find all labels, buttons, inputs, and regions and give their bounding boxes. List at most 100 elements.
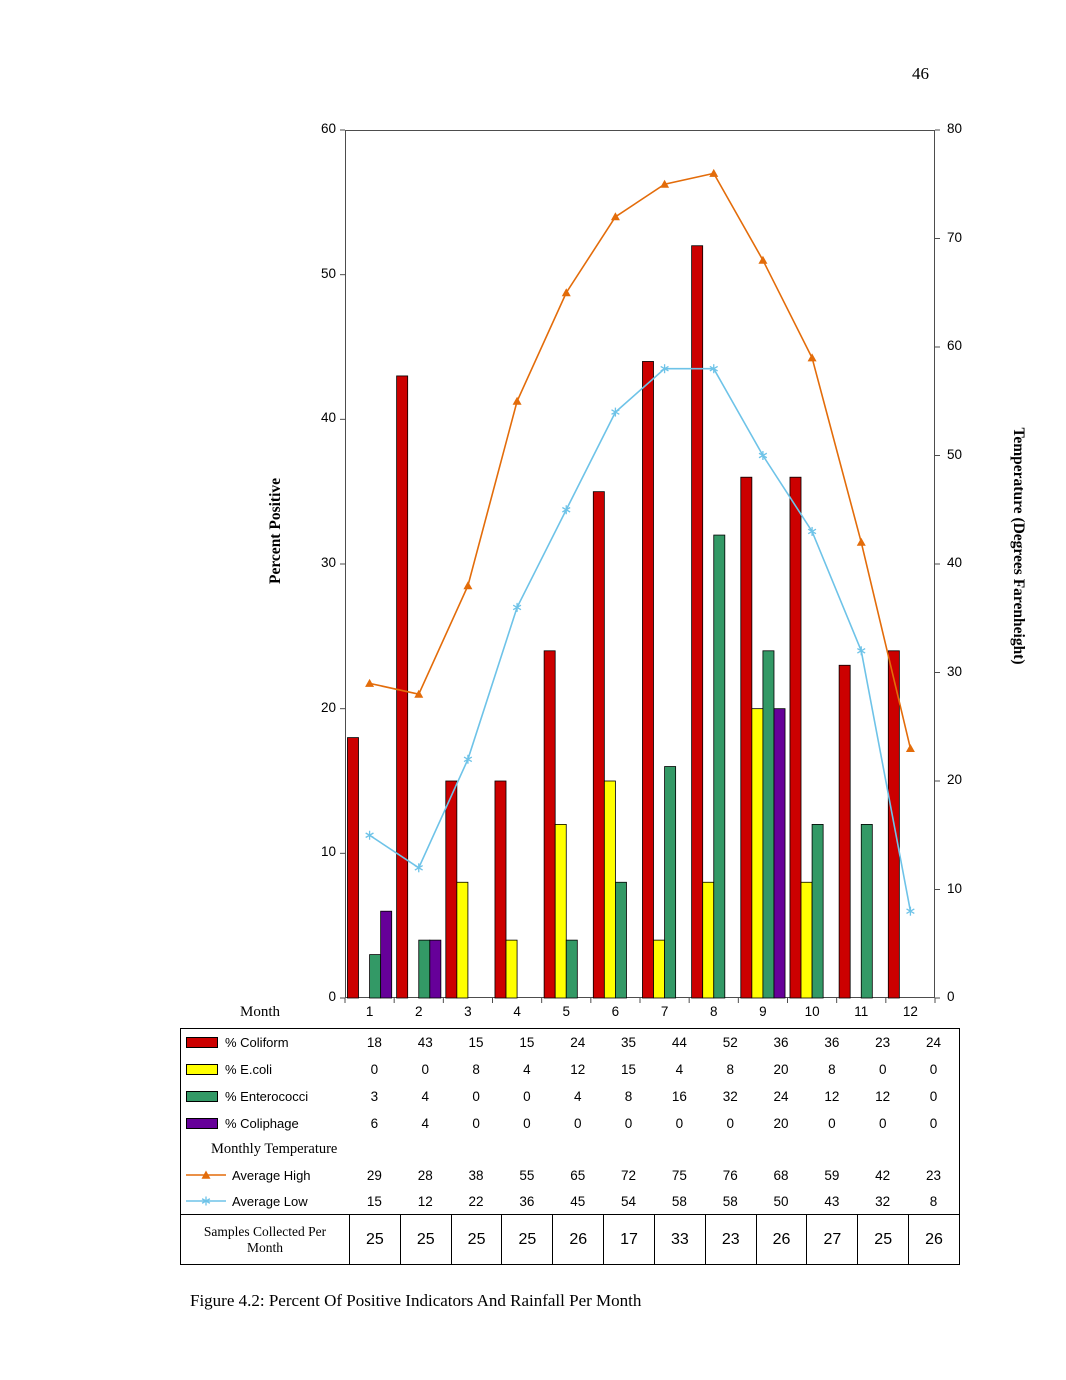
legend-row-enterococci: % Enterococci 3 4 0 0 4 8 16 32 24 12 12 0 (181, 1083, 959, 1110)
bar-coliform-month-1 (347, 737, 359, 999)
series-label: % Coliphage (225, 1116, 299, 1131)
bar-ecoli-month-5 (554, 824, 567, 999)
table-value: 4 (573, 1089, 582, 1104)
table-value: 8 (726, 1062, 734, 1077)
right-axis-tick-label: 0 (947, 989, 955, 1004)
table-value: 15 (519, 1035, 535, 1050)
x-axis-month-label: 9 (759, 1004, 767, 1019)
table-value: 0 (624, 1116, 633, 1131)
bar-enterococci-month-11 (860, 824, 873, 999)
table-value: 0 (523, 1116, 531, 1131)
bar-coliphage-month-2 (429, 939, 442, 999)
x-axis-month-label: 8 (709, 1004, 718, 1019)
bar-enterococci-month-2 (418, 939, 431, 999)
table-value: 25 (450, 1215, 502, 1264)
table-value: 4 (523, 1062, 531, 1077)
table-value: 12 (875, 1089, 891, 1104)
bar-ecoli-month-4 (505, 939, 518, 999)
right-axis-tick-label: 60 (947, 338, 963, 353)
table-value: 24 (570, 1035, 586, 1050)
table-value: 75 (671, 1167, 687, 1183)
bar-ecoli-month-10 (800, 881, 813, 999)
series-label: % Coliform (225, 1035, 289, 1050)
table-value: 16 (671, 1089, 687, 1104)
bar-enterococci-month-6 (615, 881, 627, 999)
table-value: 36 (519, 1193, 535, 1209)
table-value: 4 (421, 1116, 429, 1131)
right-axis-tick-label: 10 (947, 880, 963, 896)
table-value: 26 (908, 1215, 959, 1264)
table-value: 20 (773, 1116, 789, 1131)
table-value: 23 (875, 1035, 891, 1050)
x-axis-month-label: 7 (660, 1004, 669, 1019)
table-value: 43 (824, 1193, 840, 1209)
bar-coliform-month-6 (592, 491, 605, 999)
series-label: Average High (232, 1167, 311, 1183)
table-value: 55 (519, 1167, 535, 1183)
legend-row-coliphage: % Coliphage 6 4 0 0 0 0 0 0 20 0 0 0 (181, 1110, 959, 1137)
table-value: 0 (421, 1062, 429, 1077)
average-low-marker-icon (186, 1196, 226, 1206)
table-value: 17 (603, 1215, 654, 1264)
left-axis-tick-label: 20 (320, 699, 336, 715)
table-value: 58 (722, 1193, 738, 1209)
left-axis-tick-label: 60 (320, 121, 336, 136)
right-axis-tick-label: 50 (947, 446, 963, 462)
left-axis-tick-label: 10 (320, 844, 336, 860)
line-average-low (369, 367, 912, 912)
table-value: 8 (828, 1062, 836, 1077)
table-value: 0 (878, 1116, 887, 1131)
bar-coliform-month-9 (740, 476, 753, 999)
table-value: 0 (878, 1062, 887, 1077)
bar-ecoli-month-3 (456, 881, 469, 999)
bar-enterococci-month-1 (369, 954, 382, 999)
left-axis-tick-label: 50 (320, 265, 336, 281)
samples-label: Samples Collected Per Month (203, 1223, 327, 1255)
table-value: 0 (523, 1089, 531, 1104)
monthly-temperature-section-row: Monthly Temperature (181, 1137, 959, 1162)
x-axis-month-label: 2 (414, 1004, 423, 1019)
bar-ecoli-month-8 (702, 881, 715, 999)
table-value: 23 (926, 1167, 942, 1183)
right-axis-title: Temperature (Degrees Farenheight) (1010, 427, 1027, 665)
series-label: % E.coli (225, 1062, 272, 1077)
legend-row-average-low: Average Low 15 12 22 36 45 54 58 58 50 43 32 8 (181, 1188, 959, 1214)
table-value: 12 (570, 1062, 586, 1077)
table-value: 36 (773, 1035, 789, 1050)
table-value: 12 (824, 1089, 840, 1104)
table-value: 15 (366, 1193, 382, 1209)
bar-coliform-month-5 (543, 650, 556, 999)
x-axis-month-label: 1 (365, 1004, 374, 1019)
x-axis-month-label: 4 (513, 1004, 521, 1019)
bar-coliphage-month-1 (380, 910, 393, 999)
right-axis-tick-label: 20 (947, 772, 963, 787)
bar-enterococci-month-9 (762, 650, 775, 999)
table-value: 0 (929, 1116, 938, 1131)
table-value: 4 (675, 1062, 684, 1077)
table-value: 22 (468, 1193, 484, 1209)
table-value: 8 (929, 1193, 938, 1209)
table-value: 72 (621, 1167, 637, 1183)
table-value: 32 (875, 1193, 891, 1209)
bar-coliform-month-2 (396, 375, 409, 999)
table-value: 0 (828, 1116, 836, 1131)
bar-coliform-month-10 (789, 476, 802, 999)
table-value: 0 (929, 1089, 938, 1104)
left-axis-tick-label: 0 (328, 989, 336, 1004)
figure-caption: Figure 4.2: Percent Of Positive Indicato… (190, 1291, 642, 1310)
table-value: 28 (417, 1167, 433, 1183)
table-value: 15 (621, 1062, 637, 1077)
legend-row-coliform: % Coliform 18 43 15 15 24 35 44 52 36 36 23 24 (181, 1029, 959, 1056)
bar-enterococci-month-10 (811, 824, 824, 999)
legend-swatch-icon (186, 1064, 218, 1075)
table-value: 0 (472, 1116, 480, 1131)
table-value: 50 (773, 1193, 789, 1209)
line-average-high (369, 172, 912, 749)
table-value: 0 (929, 1062, 938, 1077)
table-value: 65 (570, 1167, 586, 1183)
right-axis-tick-label: 70 (947, 229, 963, 245)
x-axis-month-label: 10 (804, 1004, 820, 1019)
page-number: 46 (912, 64, 929, 83)
bar-ecoli-month-6 (603, 780, 616, 999)
